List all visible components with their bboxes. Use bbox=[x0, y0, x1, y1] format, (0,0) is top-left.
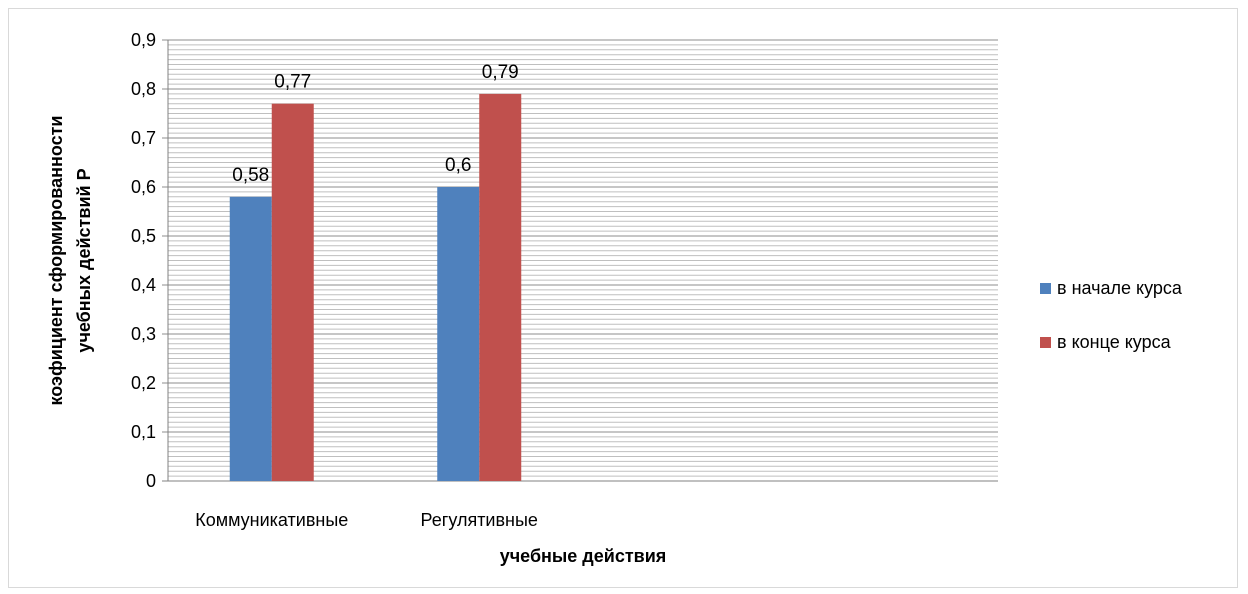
y-tick-label: 0,6 bbox=[131, 177, 156, 197]
data-label: 0,58 bbox=[232, 165, 269, 186]
y-tick-label: 0,2 bbox=[131, 373, 156, 393]
bar-start bbox=[437, 187, 480, 481]
data-label: 0,77 bbox=[274, 72, 311, 93]
x-category-label: Коммуникативные bbox=[195, 510, 348, 530]
y-tick-label: 0,3 bbox=[131, 324, 156, 344]
y-tick-label: 0,8 bbox=[131, 79, 156, 99]
y-tick-label: 0,7 bbox=[131, 128, 156, 148]
bar-end bbox=[479, 93, 522, 482]
y-tick-label: 0,4 bbox=[131, 275, 156, 295]
y-tick-label: 0,5 bbox=[131, 226, 156, 246]
chart-frame bbox=[8, 8, 1238, 588]
legend-item-end: в конце курса bbox=[1040, 329, 1182, 355]
y-tick-label: 0 bbox=[146, 471, 156, 491]
legend-label-start: в начале курса bbox=[1057, 277, 1182, 298]
data-label: 0,79 bbox=[482, 62, 519, 83]
y-axis-title-line: учебных действий Р bbox=[74, 168, 94, 352]
bar-end bbox=[271, 103, 314, 481]
legend: в начале курса в конце курса bbox=[1040, 275, 1182, 383]
y-tick-label: 0,9 bbox=[131, 30, 156, 50]
legend-swatch-start bbox=[1040, 282, 1051, 294]
data-label: 0,6 bbox=[445, 155, 471, 176]
y-axis-title: коэфициент сформированности учебных дейст… bbox=[46, 116, 94, 406]
x-axis-title: учебные действия bbox=[500, 546, 667, 566]
bar-start bbox=[229, 196, 272, 482]
x-category-label: Регулятивные bbox=[421, 510, 538, 530]
legend-item-start: в начале курса bbox=[1040, 275, 1182, 301]
legend-label-end: в конце курса bbox=[1057, 331, 1171, 352]
y-axis-title-line: коэфициент сформированности bbox=[46, 116, 66, 406]
legend-swatch-end bbox=[1040, 336, 1051, 348]
y-tick-label: 0,1 bbox=[131, 422, 156, 442]
